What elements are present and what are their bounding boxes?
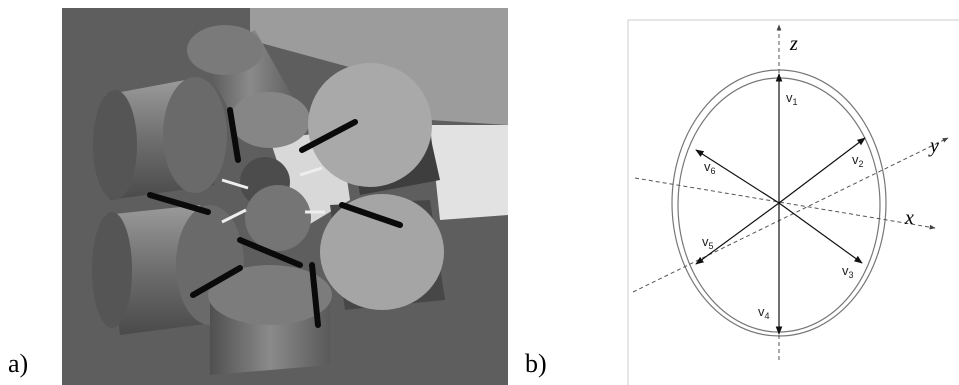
vectors <box>696 74 865 334</box>
render-panel: a) <box>8 8 508 385</box>
vector-label: v2 <box>852 152 864 169</box>
figure: a) z y x v1 v2 v3 v4 v5 v6 b) <box>0 0 959 385</box>
axes <box>633 25 948 360</box>
hub <box>245 185 311 251</box>
cylinder <box>93 77 227 200</box>
axis-label: y <box>928 135 939 157</box>
vector-label: v3 <box>842 263 854 280</box>
vector-label: v1 <box>786 90 798 107</box>
bright-region <box>430 125 508 220</box>
axis-label: x <box>904 207 914 229</box>
panel-label: a) <box>8 349 28 378</box>
vector-label: v4 <box>758 304 770 321</box>
cylinder <box>320 194 445 310</box>
panel-label: b) <box>525 349 547 378</box>
axis-label: z <box>789 33 798 55</box>
vector-label: v5 <box>702 234 714 251</box>
diagram-panel: z y x v1 v2 v3 v4 v5 v6 b) <box>525 20 959 385</box>
